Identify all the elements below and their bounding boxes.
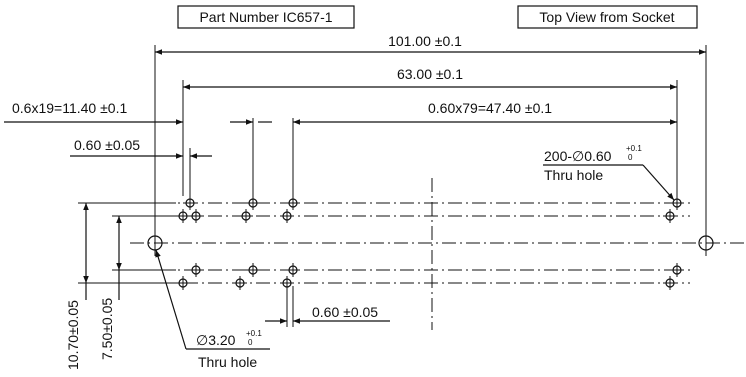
hole-large-type: Thru hole xyxy=(198,354,257,370)
pin-hole xyxy=(663,276,677,290)
pin-hole xyxy=(280,209,294,223)
dim-left-pitch-label: 0.6x19=11.40 ±0.1 xyxy=(12,100,127,116)
pin-hole xyxy=(246,196,260,210)
pin-hole xyxy=(189,263,203,277)
hole-large-tol-upper: +0.1 xyxy=(246,329,262,338)
view-label-box: Top View from Socket xyxy=(517,5,698,29)
pin-hole xyxy=(176,209,190,223)
pin-hole xyxy=(246,263,260,277)
hole-small-type: Thru hole xyxy=(544,167,603,183)
pin-hole xyxy=(280,276,294,290)
view-label: Top View from Socket xyxy=(539,9,674,25)
part-number-box: Part Number IC657-1 xyxy=(177,5,355,29)
pin-holes xyxy=(176,196,684,290)
small-hole-callout: 200-∅0.60 +0.1 0 Thru hole xyxy=(543,144,675,201)
pin-hole xyxy=(670,263,684,277)
dim-right-pitch-label: 0.60x79=47.40 ±0.1 xyxy=(428,100,552,116)
hole-small-tol-lower: 0 xyxy=(628,153,633,162)
dim-pitch-bottom-label: 0.60 ±0.05 xyxy=(312,304,378,320)
pin-hole xyxy=(286,263,300,277)
hole-large-label: ∅3.20 xyxy=(196,332,236,348)
pin-hole xyxy=(189,209,203,223)
pin-hole xyxy=(176,276,190,290)
hole-small-tol-upper: +0.1 xyxy=(626,144,642,153)
dim-vertical-inner-label: 7.50±0.05 xyxy=(99,298,115,360)
pin-hole xyxy=(670,196,684,210)
part-number-label: Part Number IC657-1 xyxy=(199,9,332,25)
dim-overall-label: 101.00 ±0.1 xyxy=(388,33,462,49)
mounting-hole-right xyxy=(698,230,714,256)
pin-hole xyxy=(286,196,300,210)
pin-hole xyxy=(663,209,677,223)
large-hole-callout: ∅3.20 +0.1 0 Thru hole xyxy=(155,249,270,370)
hole-small-label: 200-∅0.60 xyxy=(544,148,612,164)
dim-63-label: 63.00 ±0.1 xyxy=(397,66,463,82)
mounting-hole-left xyxy=(147,230,163,256)
dim-pitch-top-label: 0.60 ±0.05 xyxy=(74,137,140,153)
pin-hole xyxy=(233,276,247,290)
pin-hole xyxy=(239,209,253,223)
pin-hole xyxy=(183,196,197,210)
hole-large-tol-lower: 0 xyxy=(248,338,253,347)
dim-vertical-outer-label: 10.70±0.05 xyxy=(65,300,81,370)
